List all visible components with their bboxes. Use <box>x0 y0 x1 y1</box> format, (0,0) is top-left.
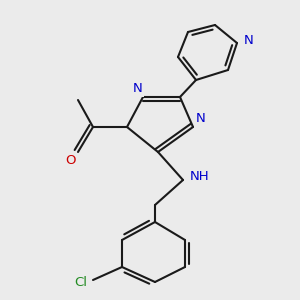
Text: N: N <box>196 112 206 125</box>
Text: N: N <box>244 34 254 46</box>
Text: O: O <box>65 154 75 166</box>
Text: NH: NH <box>190 170 210 184</box>
Text: Cl: Cl <box>74 277 88 290</box>
Text: N: N <box>133 82 143 95</box>
